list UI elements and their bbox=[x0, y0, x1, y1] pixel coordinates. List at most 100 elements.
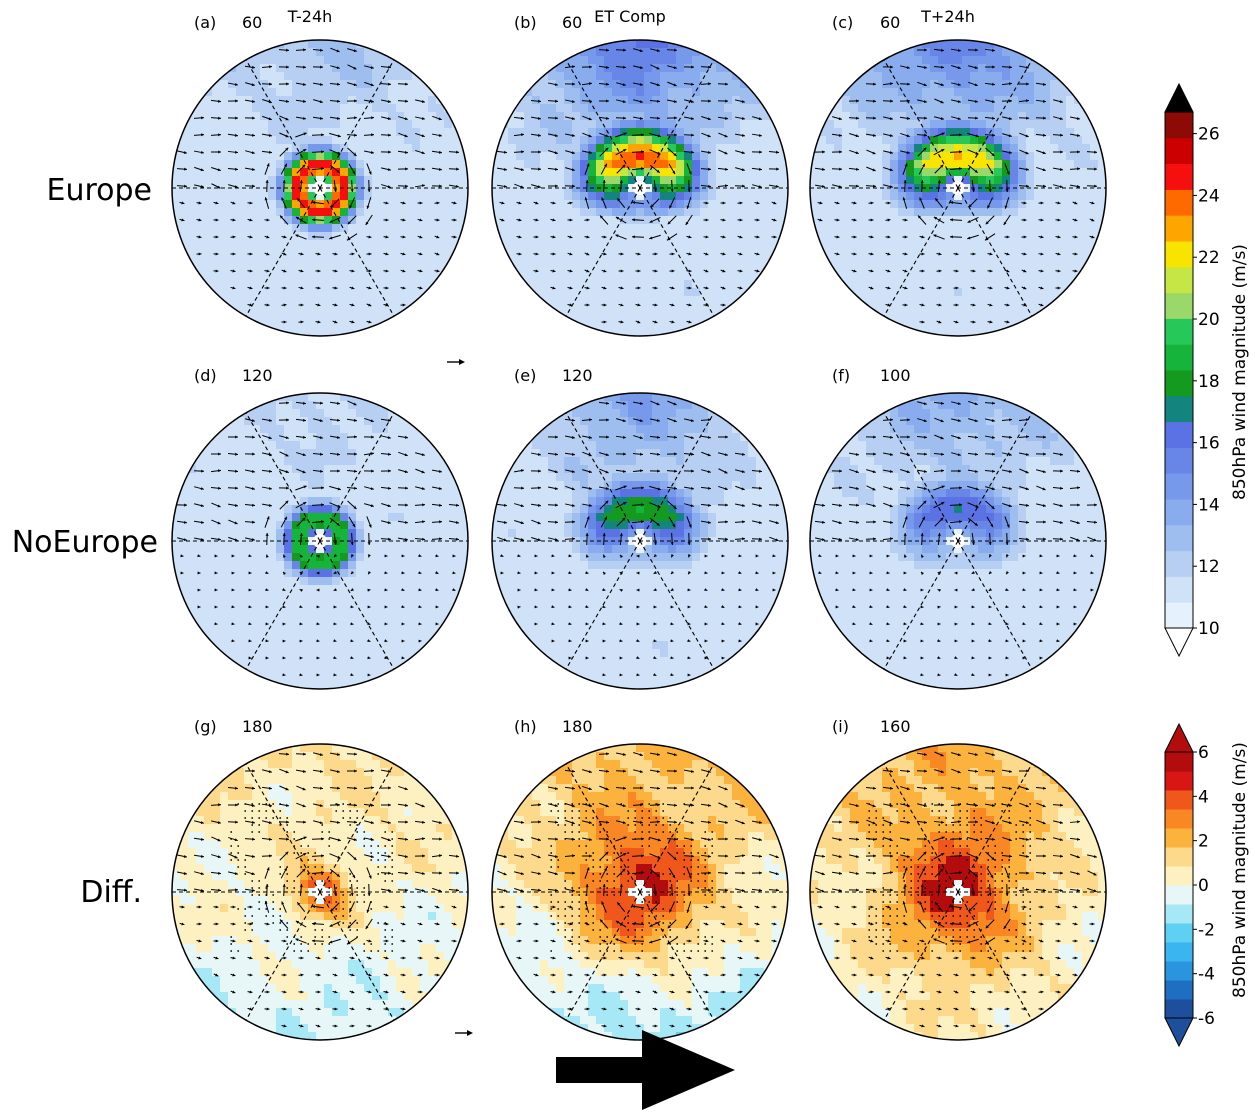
row-label-europe: Europe bbox=[47, 173, 153, 208]
diff-colorbar-swatch bbox=[1165, 828, 1193, 848]
wind-colorbar-swatch bbox=[1165, 550, 1193, 577]
panel-b-title: ET Comp bbox=[594, 7, 666, 26]
diff-colorbar-swatch bbox=[1165, 999, 1193, 1019]
wind-colorbar-tick: 24 bbox=[1198, 186, 1220, 206]
panel-a-field bbox=[172, 40, 468, 336]
panel-g-significance bbox=[230, 803, 394, 952]
diff-colorbar-swatch bbox=[1165, 942, 1193, 962]
wind-colorbar-swatch bbox=[1165, 241, 1193, 268]
panel-a-title: T-24h bbox=[287, 7, 333, 26]
panel-h-max: 180 bbox=[562, 717, 593, 736]
wind-colorbar-tick: 14 bbox=[1198, 495, 1220, 515]
panel-c-title: T+24h bbox=[920, 7, 975, 26]
panel-grid: (a) 60 T-24h (b) 60 ET Comp (c) 60 T+24h(d) 120 (e… bbox=[171, 7, 1107, 1041]
wind-colorbar-swatch bbox=[1165, 112, 1193, 139]
panel-i: (i) 160 bbox=[809, 717, 1107, 1041]
panel-f-max: 100 bbox=[880, 366, 911, 385]
diff-colorbar-swatch bbox=[1165, 904, 1193, 924]
diff-colorbar-tick: 0 bbox=[1198, 876, 1209, 896]
panel-i-sector-lines bbox=[810, 763, 1106, 1021]
wind-colorbar-swatch bbox=[1165, 524, 1193, 552]
diff-colorbar-swatch bbox=[1165, 790, 1193, 810]
wind-colorbar-swatch bbox=[1165, 602, 1193, 629]
panel-c-letter: (c) bbox=[832, 13, 853, 32]
panel-d-sector-lines bbox=[172, 412, 468, 670]
wind-colorbar-swatch bbox=[1165, 370, 1193, 397]
wind-colorbar-swatch bbox=[1165, 344, 1193, 371]
wind-colorbar-tick: 20 bbox=[1198, 310, 1220, 330]
panel-f-letter: (f) bbox=[832, 366, 850, 385]
panel-c-outline bbox=[809, 39, 1107, 337]
diff-colorbar-swatch bbox=[1165, 809, 1193, 829]
wind-colorbar-swatch bbox=[1165, 163, 1193, 190]
panel-c-max: 60 bbox=[880, 13, 900, 32]
diff-colorbar-under-extension bbox=[1164, 1017, 1194, 1048]
panel-h-outline bbox=[491, 743, 789, 1041]
panel-d-outline bbox=[171, 392, 469, 690]
panel-h-significance bbox=[550, 803, 714, 952]
wind-colorbar-over-extension bbox=[1164, 82, 1194, 113]
panel-a-outline bbox=[171, 39, 469, 337]
panel-c-vectors bbox=[814, 48, 1098, 324]
diff-colorbar-swatch bbox=[1165, 771, 1193, 791]
diff-colorbar-tick: -4 bbox=[1198, 965, 1215, 985]
wind-colorbar-swatch bbox=[1165, 421, 1193, 448]
panel-g-letter: (g) bbox=[194, 717, 217, 736]
wind-colorbar-under-extension bbox=[1164, 627, 1194, 658]
panel-f: (f) 100 bbox=[809, 366, 1107, 690]
panel-h-vectors bbox=[497, 751, 780, 1028]
diff-colorbar-tick: 6 bbox=[1198, 743, 1209, 763]
wind-colorbar-swatch bbox=[1165, 576, 1193, 603]
diff-colorbar-swatch bbox=[1165, 847, 1193, 867]
panel-f-sector-lines bbox=[810, 412, 1106, 670]
panel-b-outline bbox=[491, 39, 789, 337]
wind-colorbar-swatch bbox=[1165, 292, 1193, 319]
panel-g-outline bbox=[171, 743, 469, 1041]
wind-colorbar-swatch bbox=[1165, 266, 1193, 294]
panel-e: (e) 120 bbox=[491, 366, 789, 690]
wind-colorbar-swatch bbox=[1165, 499, 1193, 526]
wind-colorbar-title: 850hPa wind magnitude (m/s) bbox=[1230, 244, 1250, 500]
panel-e-sector-lines bbox=[492, 412, 788, 670]
wind-colorbar-swatch bbox=[1165, 447, 1193, 474]
diff-colorbar-swatch bbox=[1165, 752, 1193, 772]
wind-colorbar-tick: 10 bbox=[1198, 619, 1220, 639]
panel-h-sector-lines bbox=[492, 763, 788, 1021]
panel-e-letter: (e) bbox=[514, 366, 536, 385]
panel-c: (c) 60 T+24h bbox=[809, 7, 1107, 337]
panel-i-outline bbox=[809, 743, 1107, 1041]
wind-colorbar-swatch bbox=[1165, 473, 1193, 500]
panel-b-letter: (b) bbox=[514, 13, 537, 32]
wind-colorbar-tick: 12 bbox=[1198, 557, 1220, 577]
diff-colorbar-title: 850hPa wind magnitude (m/s) bbox=[1230, 742, 1250, 998]
wind-colorbar-swatch bbox=[1165, 318, 1193, 345]
wind-colorbar-swatch bbox=[1165, 189, 1193, 216]
panel-d: (d) 120 bbox=[171, 366, 469, 690]
diff-colorbar-tick: 2 bbox=[1198, 832, 1209, 852]
panel-b-max: 60 bbox=[562, 13, 582, 32]
row-label-diff: Diff. bbox=[80, 875, 142, 910]
wind-colorbar-tick: 26 bbox=[1198, 125, 1220, 145]
diff-colorbar-tick: 4 bbox=[1198, 787, 1209, 807]
panel-d-vectors bbox=[176, 400, 460, 677]
panel-g-max: 180 bbox=[242, 717, 273, 736]
reference-arrow-small-top bbox=[447, 359, 465, 365]
panel-e-outline bbox=[491, 392, 789, 690]
diff-colorbar: -6 -4 -2 0 2 4 6 bbox=[1164, 722, 1215, 1048]
panel-c-sector-lines bbox=[810, 59, 1106, 317]
panel-a-max: 60 bbox=[242, 13, 262, 32]
diff-colorbar-tick: -6 bbox=[1198, 1009, 1215, 1029]
panel-i-max: 160 bbox=[880, 717, 911, 736]
panel-g-sector-lines bbox=[172, 763, 468, 1021]
wind-colorbar-tick: 22 bbox=[1198, 248, 1220, 268]
panel-d-letter: (d) bbox=[194, 366, 217, 385]
panel-i-significance bbox=[868, 803, 1032, 952]
reference-arrow-small-bottom bbox=[455, 1030, 473, 1036]
wind-colorbar-tick: 18 bbox=[1198, 372, 1220, 392]
panel-b-vectors bbox=[496, 48, 780, 324]
diff-colorbar-swatch bbox=[1165, 980, 1193, 1000]
panel-a-vectors bbox=[176, 47, 460, 324]
panel-a: (a) 60 T-24h bbox=[171, 7, 469, 337]
diff-colorbar-swatch bbox=[1165, 885, 1193, 905]
